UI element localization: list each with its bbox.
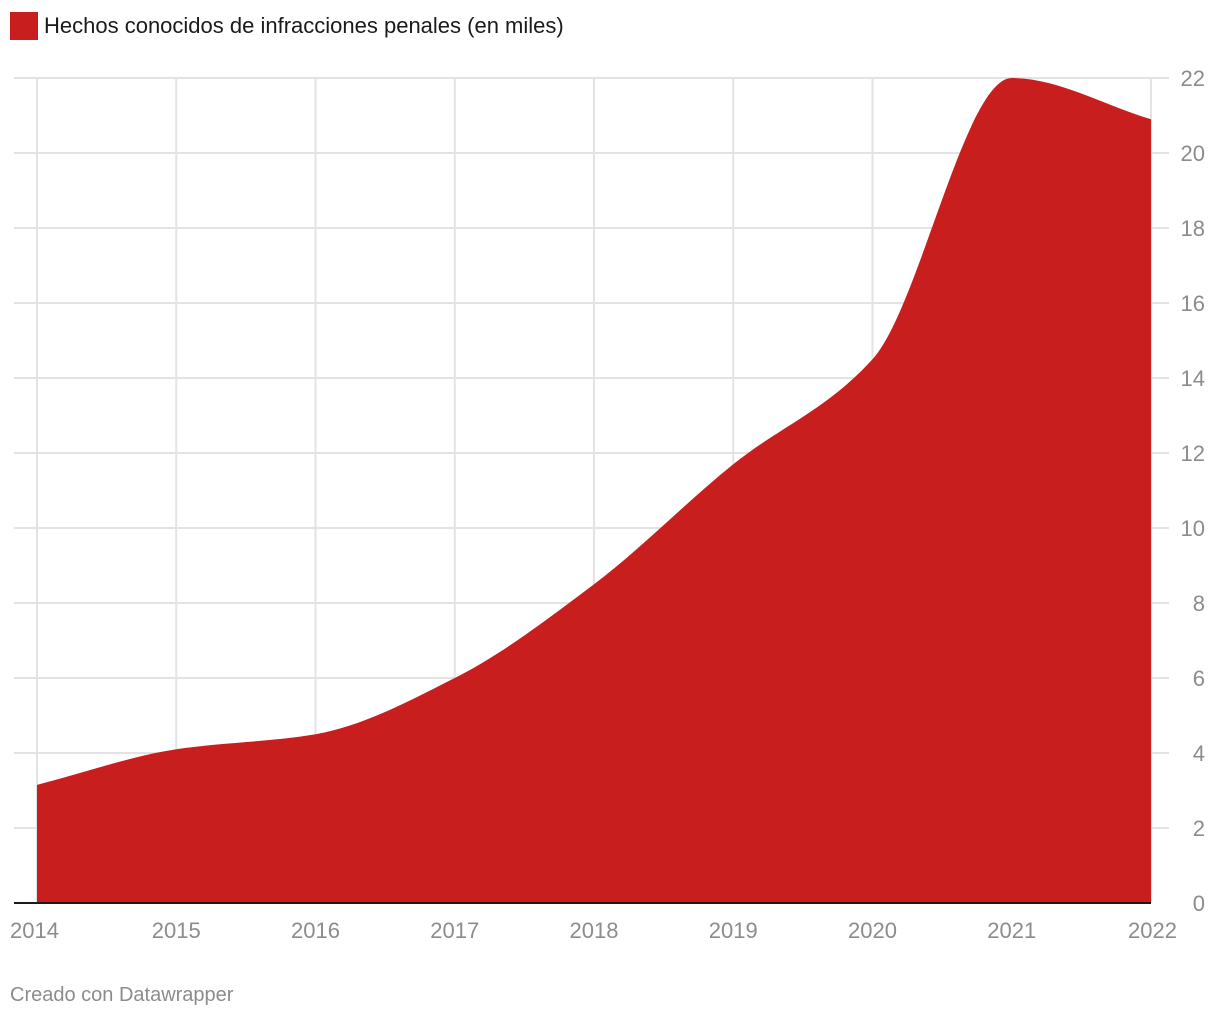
y-tick-label: 6	[1193, 666, 1205, 691]
x-tick-label: 2019	[709, 918, 758, 943]
legend-label: Hechos conocidos de infracciones penales…	[44, 13, 564, 38]
x-tick-label: 2020	[848, 918, 897, 943]
area-layer	[37, 78, 1151, 903]
y-tick-label: 4	[1193, 741, 1205, 766]
x-tick-label: 2018	[570, 918, 619, 943]
legend-swatch	[10, 12, 38, 40]
credit-text: Creado con Datawrapper	[10, 984, 234, 1006]
x-tick-label: 2014	[10, 918, 59, 943]
y-tick-label: 18	[1181, 216, 1205, 241]
series-area	[37, 78, 1151, 903]
y-tick-label: 0	[1193, 891, 1205, 916]
x-tick-label: 2017	[430, 918, 479, 943]
y-tick-label: 14	[1181, 366, 1205, 391]
y-tick-label: 12	[1181, 441, 1205, 466]
y-tick-label: 2	[1193, 816, 1205, 841]
legend: Hechos conocidos de infracciones penales…	[10, 12, 564, 40]
y-tick-label: 8	[1193, 591, 1205, 616]
y-tick-label: 16	[1181, 291, 1205, 316]
y-tick-label: 22	[1181, 66, 1205, 91]
x-tick-label: 2021	[987, 918, 1036, 943]
y-tick-label: 10	[1181, 516, 1205, 541]
x-tick-label: 2015	[152, 918, 201, 943]
y-tick-label: 20	[1181, 141, 1205, 166]
x-tick-label: 2022	[1128, 918, 1177, 943]
x-tick-label: 2016	[291, 918, 340, 943]
